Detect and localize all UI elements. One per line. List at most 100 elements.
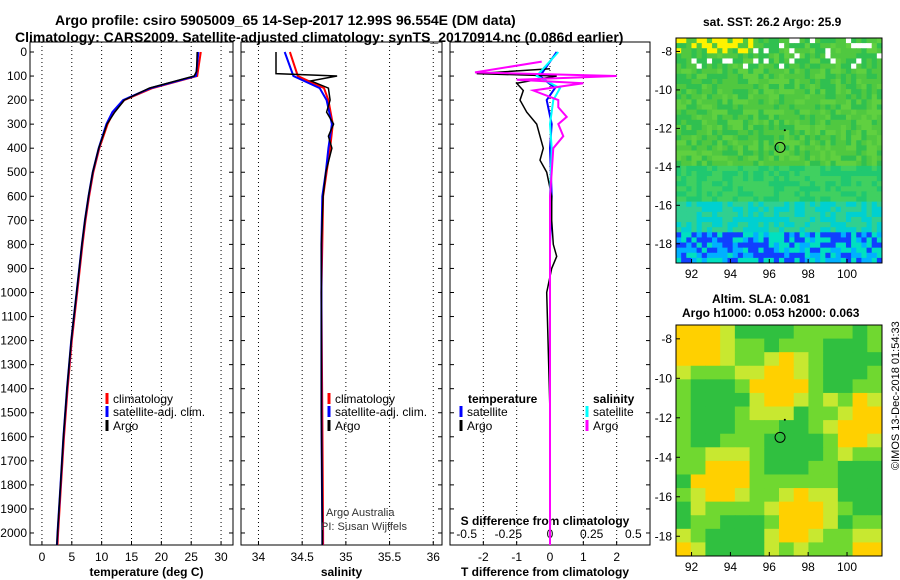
map-cell: [773, 104, 780, 111]
map-cell: [742, 145, 749, 151]
map-cell: [779, 196, 785, 203]
map-cell: [804, 124, 811, 131]
map-cell: [753, 78, 759, 85]
map-cell: [748, 53, 754, 59]
map-cell: [799, 242, 806, 249]
y-tick-label: 1600: [0, 430, 27, 444]
map-cell: [732, 222, 739, 228]
map-cell: [690, 325, 706, 340]
map-cell: [835, 201, 842, 208]
map-cell: [793, 501, 809, 516]
map-cell: [696, 242, 703, 249]
map-cell: [823, 528, 839, 543]
map-cell: [676, 38, 682, 44]
map-cell: [793, 406, 809, 421]
map-cell: [686, 119, 692, 126]
map-cell: [717, 145, 723, 151]
map-cell: [845, 68, 852, 75]
map-cell: [856, 257, 862, 264]
map-cell: [809, 68, 816, 75]
map-cell: [799, 227, 806, 233]
map-cell: [876, 211, 883, 218]
map-cell: [835, 84, 842, 90]
map-cell: [696, 211, 703, 218]
map-cell: [835, 78, 842, 85]
map-cell: [809, 201, 816, 208]
map-cell: [804, 201, 811, 208]
map-y-tick-label: -18: [655, 237, 673, 251]
map-cell: [871, 206, 878, 213]
map-cell: [691, 119, 698, 126]
map-cell: [691, 63, 698, 70]
map-cell: [686, 94, 692, 100]
map-cell: [749, 488, 765, 503]
map-cell: [753, 216, 759, 223]
map-cell: [779, 99, 785, 105]
map-cell: [876, 247, 883, 254]
map-cell: [701, 201, 708, 208]
map-cell: [706, 211, 713, 218]
map-cell: [706, 73, 713, 80]
map-cell: [686, 114, 692, 121]
map-cell: [784, 84, 790, 90]
map-cell: [768, 124, 775, 131]
map-cell: [686, 48, 692, 54]
map-cell: [706, 186, 713, 192]
map-cell: [784, 78, 790, 85]
map-cell: [706, 89, 713, 95]
map-cell: [748, 145, 754, 151]
map-cell: [856, 114, 862, 121]
map-cell: [763, 140, 770, 146]
map-cell: [758, 201, 765, 208]
map-cell: [717, 201, 723, 208]
map-cell: [779, 247, 785, 254]
map-cell: [732, 124, 739, 131]
map-cell: [717, 73, 723, 80]
map-cell: [799, 135, 806, 141]
map-cell: [691, 73, 698, 80]
map-cell: [681, 206, 687, 213]
map-cell: [758, 227, 765, 233]
map-cell: [871, 99, 878, 105]
map-cell: [779, 420, 795, 435]
map-cell: [737, 257, 744, 264]
map-cell: [866, 247, 873, 254]
map-cell: [763, 160, 770, 167]
map-cell: [758, 232, 765, 238]
map-cell: [866, 68, 873, 75]
map-cell: [861, 206, 868, 213]
map-cell: [717, 232, 723, 238]
map-cell: [696, 119, 703, 126]
map-cell: [851, 211, 857, 218]
map-cell: [763, 89, 770, 95]
map-cell: [820, 181, 826, 187]
map-cell: [840, 73, 847, 80]
map-cell: [768, 170, 775, 177]
map-cell: [794, 227, 801, 233]
map-cell: [784, 99, 790, 105]
map-cell: [706, 216, 713, 223]
map-cell: [845, 155, 852, 162]
map-cell: [789, 252, 795, 259]
map-cell: [742, 114, 749, 121]
map-cell: [686, 247, 692, 254]
map-cell: [809, 170, 816, 177]
map-cell: [871, 68, 878, 75]
map-cell: [784, 73, 790, 80]
map-cell: [856, 201, 862, 208]
map-cell: [825, 191, 831, 198]
map-cell: [793, 447, 809, 462]
salinity-x-tick-label: 34: [252, 550, 266, 564]
map-cell: [758, 58, 765, 65]
map-cell: [779, 176, 785, 182]
map-cell: [876, 242, 883, 249]
map-cell: [804, 257, 811, 264]
map-cell: [830, 140, 837, 146]
map-cell: [820, 119, 826, 126]
map-cell: [820, 160, 826, 167]
map-cell: [742, 232, 749, 238]
map-cell: [768, 43, 775, 49]
map-cell: [722, 196, 728, 203]
map-cell: [825, 135, 831, 141]
map-cell: [851, 181, 857, 187]
